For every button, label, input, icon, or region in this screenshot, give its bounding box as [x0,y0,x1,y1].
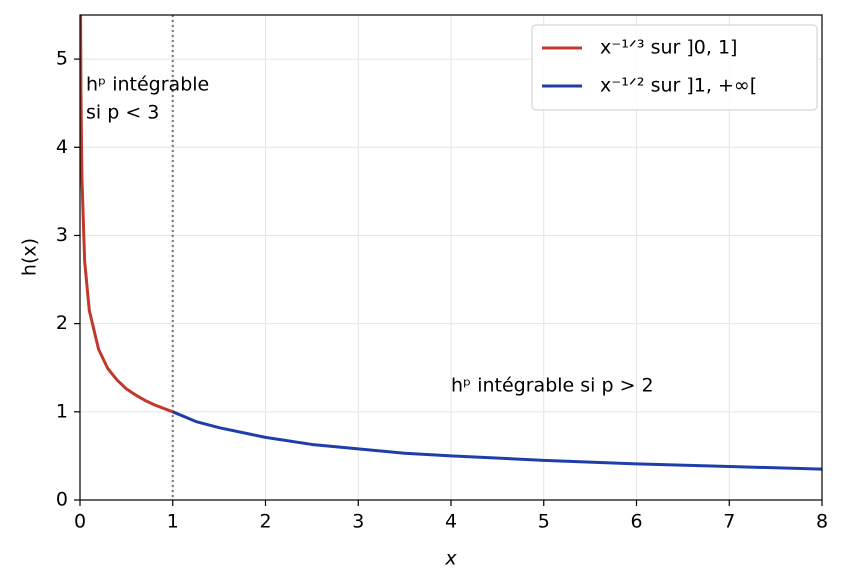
annotation: si p < 3 [86,102,159,124]
x-tick-label: 7 [723,511,735,533]
legend-label: x⁻¹ᐟ² sur ]1, +∞[ [600,75,757,97]
x-axis-label: x [444,548,457,570]
y-tick-label: 3 [56,224,68,246]
x-tick-label: 2 [259,511,271,533]
y-tick-label: 2 [56,312,68,334]
annotation: hᵖ intégrable [86,74,209,96]
legend-box [531,24,818,111]
y-axis-label: h(x) [19,238,41,276]
x-tick-label: 1 [167,511,179,533]
y-tick-label: 5 [56,48,68,70]
x-tick-label: 5 [538,511,550,533]
y-tick-label: 0 [56,489,68,511]
x-tick-label: 0 [74,511,86,533]
x-tick-label: 4 [445,511,457,533]
x-tick-label: 3 [352,511,364,533]
legend-label: x⁻¹ᐟ³ sur ]0, 1] [600,37,737,59]
y-tick-label: 4 [56,136,68,158]
x-tick-label: 8 [816,511,828,533]
line [80,15,174,414]
line [172,410,822,471]
plot-frame [79,14,823,501]
x-tick-label: 6 [630,511,642,533]
y-tick-label: 1 [56,400,68,422]
annotation: hᵖ intégrable si p > 2 [451,375,654,397]
